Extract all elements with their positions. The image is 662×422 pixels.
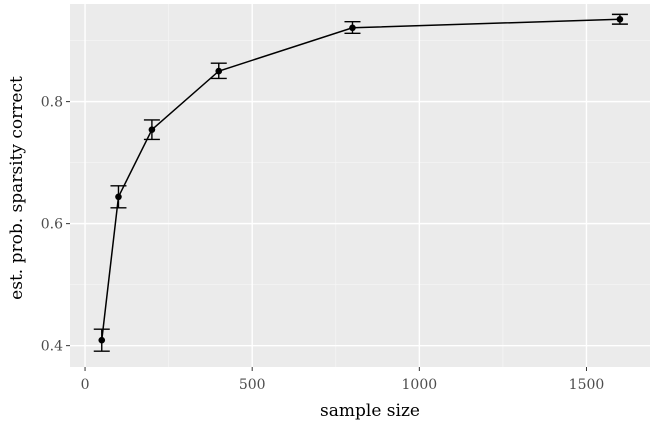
data-point <box>148 126 156 133</box>
x-tick-label: 0 <box>81 377 90 393</box>
y-tick-label: 0.6 <box>41 217 63 233</box>
y-tick-label: 0.4 <box>41 339 63 355</box>
y-tick-label: 0.8 <box>41 95 63 111</box>
series-line <box>101 18 620 341</box>
x-tick-label: 1000 <box>402 377 438 393</box>
data-point <box>215 67 223 75</box>
x-tick-label: 500 <box>239 377 266 393</box>
y-axis-title: est. prob. sparsity correct <box>7 76 27 300</box>
data-point <box>616 15 624 23</box>
plot-panel <box>70 4 650 367</box>
x-axis-title: sample size <box>320 401 420 421</box>
x-tick-label: 1500 <box>569 377 605 393</box>
data-point <box>98 336 106 344</box>
data-point <box>115 193 122 201</box>
data-point <box>349 24 356 32</box>
